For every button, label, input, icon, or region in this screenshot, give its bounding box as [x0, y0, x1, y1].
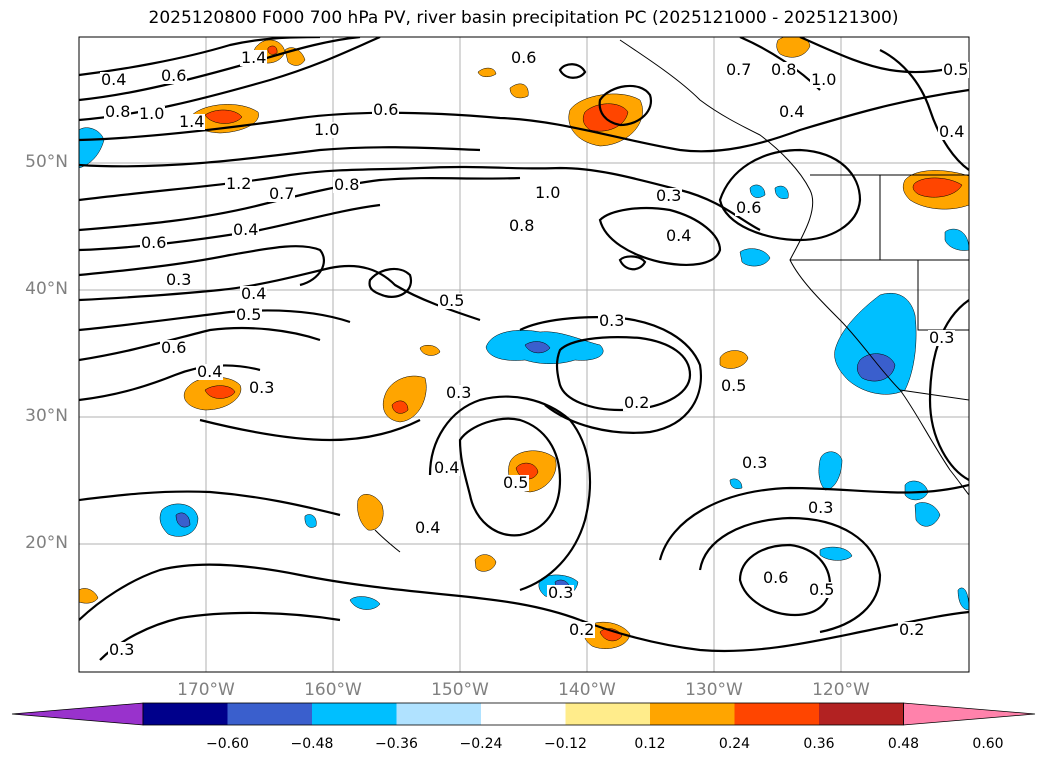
colorbar-tick-label: −0.12: [544, 736, 587, 752]
colorbar-tick-label: −0.48: [290, 736, 334, 752]
contour-label: 1.4: [240, 48, 268, 67]
contour-label: 0.2: [623, 393, 651, 412]
colorbar-segment: [396, 703, 481, 725]
contour-label: 0.3: [445, 383, 473, 402]
colorbar-tick-label: −0.60: [206, 736, 249, 752]
colorbar-extend-low: [11, 702, 144, 726]
colorbar-segment: [734, 703, 819, 725]
contour-label: 0.3: [928, 328, 956, 347]
contour-label: 0.6: [735, 198, 763, 217]
contour-label: 0.3: [655, 186, 683, 205]
colorbar-segment: [143, 703, 228, 725]
contour-label: 0.4: [240, 284, 268, 303]
lat-label-30n: 30°N: [25, 406, 68, 426]
lon-label-130w: 130°W: [685, 680, 743, 700]
colorbar-tick-label: −0.24: [459, 736, 503, 752]
lat-label-40n: 40°N: [25, 279, 68, 299]
contour-label: 0.7: [725, 60, 753, 79]
precip-shading: [79, 37, 969, 649]
contour-label: 0.4: [778, 102, 806, 121]
contour-label: 0.8: [104, 102, 132, 121]
lon-label-160w: 160°W: [304, 680, 362, 700]
contour-label: 0.6: [140, 233, 168, 252]
contour-label: 0.4: [196, 362, 224, 381]
contour-label: 0.8: [333, 175, 361, 194]
contour-label: 0.6: [762, 568, 790, 587]
colorbar-tick-label: 0.36: [803, 736, 835, 752]
contour-label: 1.0: [313, 120, 341, 139]
contour-label: 0.8: [770, 60, 798, 79]
contour-label: 0.5: [942, 60, 970, 79]
contour-label: 0.3: [165, 270, 193, 289]
contour-label: 1.0: [810, 70, 838, 89]
contour-label: 0.3: [108, 640, 136, 659]
contour-label: 1.4: [178, 112, 206, 131]
contour-label: 0.6: [510, 48, 538, 67]
contour-label: 0.3: [741, 453, 769, 472]
colorbar-tick-label: 0.60: [972, 736, 1004, 752]
lat-label-20n: 20°N: [25, 533, 68, 553]
lon-label-120w: 120°W: [812, 680, 870, 700]
contour-label: 0.6: [160, 66, 188, 85]
colorbar-tick-label: −0.36: [375, 736, 418, 752]
contour-label: 0.4: [938, 122, 966, 141]
contour-label: 0.5: [502, 473, 530, 492]
contour-label: 0.7: [268, 184, 296, 203]
contour-label: 1.0: [534, 183, 562, 202]
contour-label: 0.5: [808, 580, 836, 599]
contour-label: 0.3: [248, 378, 276, 397]
colorbar-segment: [565, 703, 650, 725]
colorbar-tick-label: 0.24: [718, 736, 751, 752]
contour-label: 0.4: [433, 458, 461, 477]
colorbar: [11, 702, 1036, 726]
colorbar-extend-high: [903, 702, 1036, 726]
contour-label: 0.4: [232, 220, 260, 239]
contour-label: 0.3: [547, 583, 575, 602]
lon-label-170w: 170°W: [177, 680, 235, 700]
colorbar-segment: [819, 703, 904, 725]
coastlines: [374, 39, 969, 553]
colorbar-segment: [650, 703, 735, 725]
lat-label-50n: 50°N: [25, 152, 68, 172]
colorbar-segment: [481, 703, 566, 725]
contour-label: 1.2: [225, 174, 253, 193]
contour-label: 0.2: [898, 620, 926, 639]
map-title: 2025120800 F000 700 hPa PV, river basin …: [148, 8, 899, 28]
contour-label: 0.4: [414, 518, 442, 537]
contour-label: 0.2: [568, 620, 596, 639]
contour-label: 1.0: [138, 104, 166, 123]
contour-label: 0.3: [598, 311, 626, 330]
contour-label: 0.3: [807, 498, 835, 517]
contour-label: 0.8: [508, 216, 536, 235]
contour-label: 0.5: [235, 305, 263, 324]
contour-label: 0.6: [372, 100, 400, 119]
colorbar-segment: [312, 703, 397, 725]
contour-label: 0.6: [160, 338, 188, 357]
contour-label: 0.5: [438, 291, 466, 310]
lon-label-150w: 150°W: [431, 680, 489, 700]
contour-label: 0.4: [100, 70, 128, 89]
colorbar-segment: [227, 703, 312, 725]
contour-label: 0.5: [720, 376, 748, 395]
colorbar-tick-label: 0.12: [634, 736, 666, 752]
contour-label: 0.4: [665, 226, 693, 245]
colorbar-tick-label: 0.48: [887, 736, 920, 752]
map-frame: [78, 36, 970, 673]
lon-label-140w: 140°W: [558, 680, 616, 700]
gridlines: [79, 37, 969, 672]
colorbar-outline: [142, 702, 904, 726]
